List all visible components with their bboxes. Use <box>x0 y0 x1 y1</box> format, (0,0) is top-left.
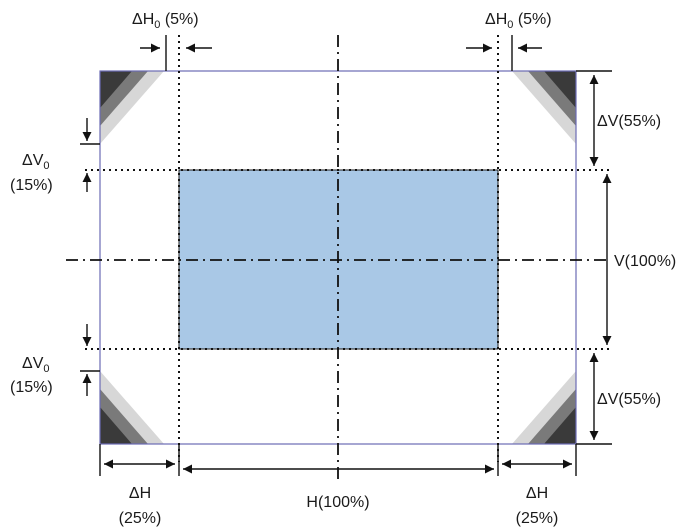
dh0-left-label: ΔH0 (5%) <box>132 11 199 31</box>
dh-right-label: ΔH <box>526 485 548 502</box>
extension-lines <box>80 70 612 476</box>
dh-left-percent: (25%) <box>119 510 162 527</box>
dv0-top-percent: (15%) <box>10 177 53 194</box>
dv0-bottom-percent: (15%) <box>10 379 53 396</box>
dimension-arrows <box>82 35 612 474</box>
dh0-right-label: ΔH0 (5%) <box>485 11 552 31</box>
dh-left-label: ΔH <box>129 485 151 502</box>
corner-bottom-left <box>100 371 164 444</box>
dotted-guides <box>85 35 610 462</box>
corner-top-right <box>512 71 576 144</box>
center-lines <box>66 35 610 480</box>
dv0-top-label: ΔV0 <box>22 152 49 172</box>
dh-right-percent: (25%) <box>516 510 559 527</box>
corner-top-left <box>100 71 164 144</box>
dv-bottom-label: ΔV(55%) <box>597 391 661 408</box>
corner-bottom-right <box>512 371 576 444</box>
dv-top-label: ΔV(55%) <box>597 113 661 130</box>
dv0-bottom-label: ΔV0 <box>22 355 49 375</box>
h100-label: H(100%) <box>306 494 369 511</box>
v100-label: V(100%) <box>614 253 676 270</box>
